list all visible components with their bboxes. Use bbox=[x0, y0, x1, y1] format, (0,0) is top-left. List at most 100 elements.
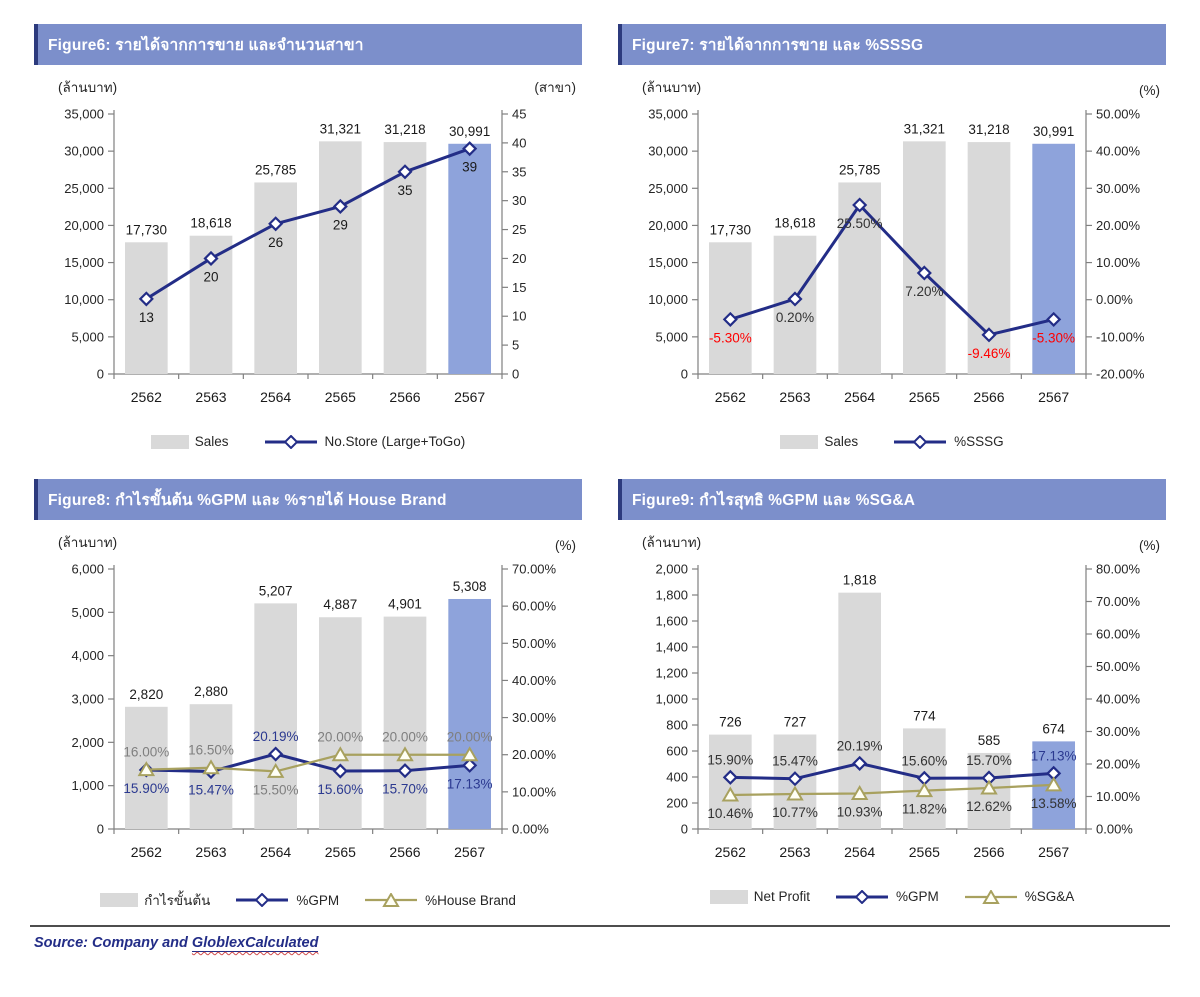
series-triangle: 16.00% 16.50% 15.50% 20.00% 20.00% 20.00% bbox=[123, 730, 492, 798]
figure6-header: Figure6: รายได้จากการขาย และจำนวนสาขา bbox=[34, 24, 582, 65]
series-diamond: -5.30% 0.20% 25.50% 7.20% -9.46% -5.30% bbox=[709, 197, 1075, 361]
bar-value-label: 31,218 bbox=[968, 122, 1009, 137]
svg-text:15,000: 15,000 bbox=[648, 255, 688, 270]
point-value-label: 20.19% bbox=[837, 738, 883, 753]
point-value-label: 15.60% bbox=[317, 782, 363, 797]
bar-value-label: 30,991 bbox=[449, 124, 490, 139]
triangle-marker bbox=[980, 779, 998, 795]
svg-text:60.00%: 60.00% bbox=[1096, 627, 1141, 642]
point-value-label: 15.90% bbox=[123, 781, 169, 796]
point-value-label: 17.13% bbox=[447, 776, 493, 791]
svg-text:35,000: 35,000 bbox=[64, 107, 104, 122]
point-value-label: -5.30% bbox=[709, 330, 752, 345]
point-value-label: -5.30% bbox=[1032, 330, 1075, 345]
svg-text:10.00%: 10.00% bbox=[1096, 255, 1141, 270]
point-value-label: 13 bbox=[139, 310, 154, 325]
figure8-axis-units: (ล้านบาท) (%) bbox=[34, 520, 582, 553]
bar bbox=[254, 603, 298, 829]
diamond-marker bbox=[332, 763, 348, 779]
svg-text:30.00%: 30.00% bbox=[1096, 181, 1141, 196]
svg-text:80.00%: 80.00% bbox=[1096, 562, 1141, 577]
point-value-label: 17.13% bbox=[1031, 748, 1077, 763]
axes bbox=[697, 565, 1087, 834]
x-axis-labels: 2562 2563 2564 2565 2566 2567 bbox=[131, 844, 486, 860]
figure9-chart: 0 200 400 600 800 1,000 1,200 1,400 1,600 1,800 2,… bbox=[655, 562, 1141, 861]
svg-text:25: 25 bbox=[512, 222, 526, 237]
point-value-label: 16.50% bbox=[188, 743, 234, 758]
legend-item-gpm: %GPM bbox=[234, 893, 339, 908]
right-axis-ticks: 0 5 10 15 20 25 30 35 40 45 bbox=[502, 107, 526, 382]
figure8-header: Figure8: กำไรขั้นต้น %GPM และ %รายได้ Ho… bbox=[34, 479, 582, 520]
line-triangle-swatch-icon bbox=[365, 893, 418, 907]
bar-swatch-icon bbox=[100, 893, 139, 907]
point-value-label: 15.60% bbox=[901, 753, 947, 768]
svg-text:35,000: 35,000 bbox=[648, 107, 688, 122]
triangle-marker bbox=[786, 785, 804, 801]
svg-text:10.00%: 10.00% bbox=[1096, 789, 1141, 804]
series-triangle: 10.46% 10.77% 10.93% 11.82% 12.62% 13.58% bbox=[707, 776, 1077, 821]
svg-text:2562: 2562 bbox=[715, 844, 746, 860]
svg-text:0.00%: 0.00% bbox=[1096, 292, 1133, 307]
bar bbox=[708, 242, 752, 374]
svg-text:1,000: 1,000 bbox=[655, 692, 688, 707]
line-diamond-swatch-icon bbox=[835, 889, 888, 904]
svg-text:70.00%: 70.00% bbox=[1096, 594, 1141, 609]
svg-text:0.00%: 0.00% bbox=[512, 822, 549, 837]
svg-text:10.00%: 10.00% bbox=[512, 784, 557, 799]
x-axis-labels: 2562 2563 2564 2565 2566 2567 bbox=[715, 389, 1070, 405]
diamond-marker bbox=[268, 746, 284, 762]
point-value-label: 20.00% bbox=[382, 730, 428, 745]
triangle-marker bbox=[202, 759, 220, 775]
svg-text:2564: 2564 bbox=[260, 844, 291, 860]
figure9-panel: Figure9: กำไรสุทธิ %GPM และ %SG&A (ล้านบ… bbox=[618, 479, 1166, 911]
right-axis-ticks: -20.00% -10.00% 0.00% 10.00% 20.00% 30.00% 40.… bbox=[1086, 107, 1145, 382]
legend-item-sga: %SG&A bbox=[963, 889, 1075, 904]
svg-text:2567: 2567 bbox=[454, 844, 485, 860]
bar bbox=[124, 242, 168, 374]
point-value-label: 10.46% bbox=[707, 806, 753, 821]
point-value-label: 15.90% bbox=[707, 752, 753, 767]
figure7-title: Figure7: รายได้จากการขาย และ %SSSG bbox=[632, 37, 924, 54]
figure6-title: Figure6: รายได้จากการขาย และจำนวนสาขา bbox=[48, 37, 364, 54]
bar-value-label: 727 bbox=[784, 714, 807, 729]
left-axis-unit: (ล้านบาท) bbox=[642, 535, 702, 550]
svg-text:2,000: 2,000 bbox=[655, 562, 688, 577]
svg-text:0: 0 bbox=[681, 367, 688, 382]
legend-label: %House Brand bbox=[425, 892, 516, 908]
svg-text:25,000: 25,000 bbox=[64, 181, 104, 196]
point-value-label: 39 bbox=[462, 160, 477, 175]
figure7-header: Figure7: รายได้จากการขาย และ %SSSG bbox=[618, 24, 1166, 65]
legend-item-gpm: %GPM bbox=[834, 889, 939, 904]
bar-value-label: 18,618 bbox=[774, 216, 815, 231]
triangle-marker bbox=[331, 746, 350, 762]
triangle-marker bbox=[915, 782, 934, 798]
figure7-axis-units: (ล้านบาท) (%) bbox=[618, 65, 1166, 98]
diamond-marker bbox=[138, 291, 154, 307]
source-note: Source: Company and GloblexCalculated bbox=[34, 935, 319, 952]
point-value-label: 15.47% bbox=[188, 783, 234, 798]
svg-text:2562: 2562 bbox=[131, 844, 162, 860]
diamond-marker bbox=[397, 164, 413, 180]
diamond-marker bbox=[722, 311, 738, 327]
right-axis-unit: (สาขา) bbox=[534, 80, 576, 95]
legend-item-gross-profit: กำไรขั้นต้น bbox=[100, 889, 210, 911]
legend-item-sssg: %SSSG bbox=[892, 434, 1004, 449]
svg-text:0: 0 bbox=[681, 822, 688, 837]
point-value-label: 15.47% bbox=[772, 754, 818, 769]
svg-text:30,000: 30,000 bbox=[648, 144, 688, 159]
legend-label: %SSSG bbox=[954, 434, 1004, 449]
left-axis-unit: (ล้านบาท) bbox=[58, 535, 118, 550]
charts-grid: Figure6: รายได้จากการขาย และจำนวนสาขา (ล… bbox=[34, 24, 1166, 911]
legend-label: %SG&A bbox=[1024, 889, 1075, 904]
bar-value-label: 5,308 bbox=[453, 579, 487, 594]
figure7-chart: 0 5,000 10,000 15,000 20,000 25,000 30,000 35,0… bbox=[648, 107, 1145, 406]
svg-text:25,000: 25,000 bbox=[648, 181, 688, 196]
svg-text:3,000: 3,000 bbox=[71, 692, 104, 707]
bar-value-label: 30,991 bbox=[1033, 124, 1074, 139]
svg-text:2,000: 2,000 bbox=[71, 735, 104, 750]
figure6-axis-units: (ล้านบาท) (สาขา) bbox=[34, 65, 582, 98]
diamond-marker bbox=[332, 198, 348, 214]
svg-text:30.00%: 30.00% bbox=[512, 710, 557, 725]
svg-text:1,200: 1,200 bbox=[655, 666, 688, 681]
bar-value-label: 17,730 bbox=[126, 222, 167, 237]
